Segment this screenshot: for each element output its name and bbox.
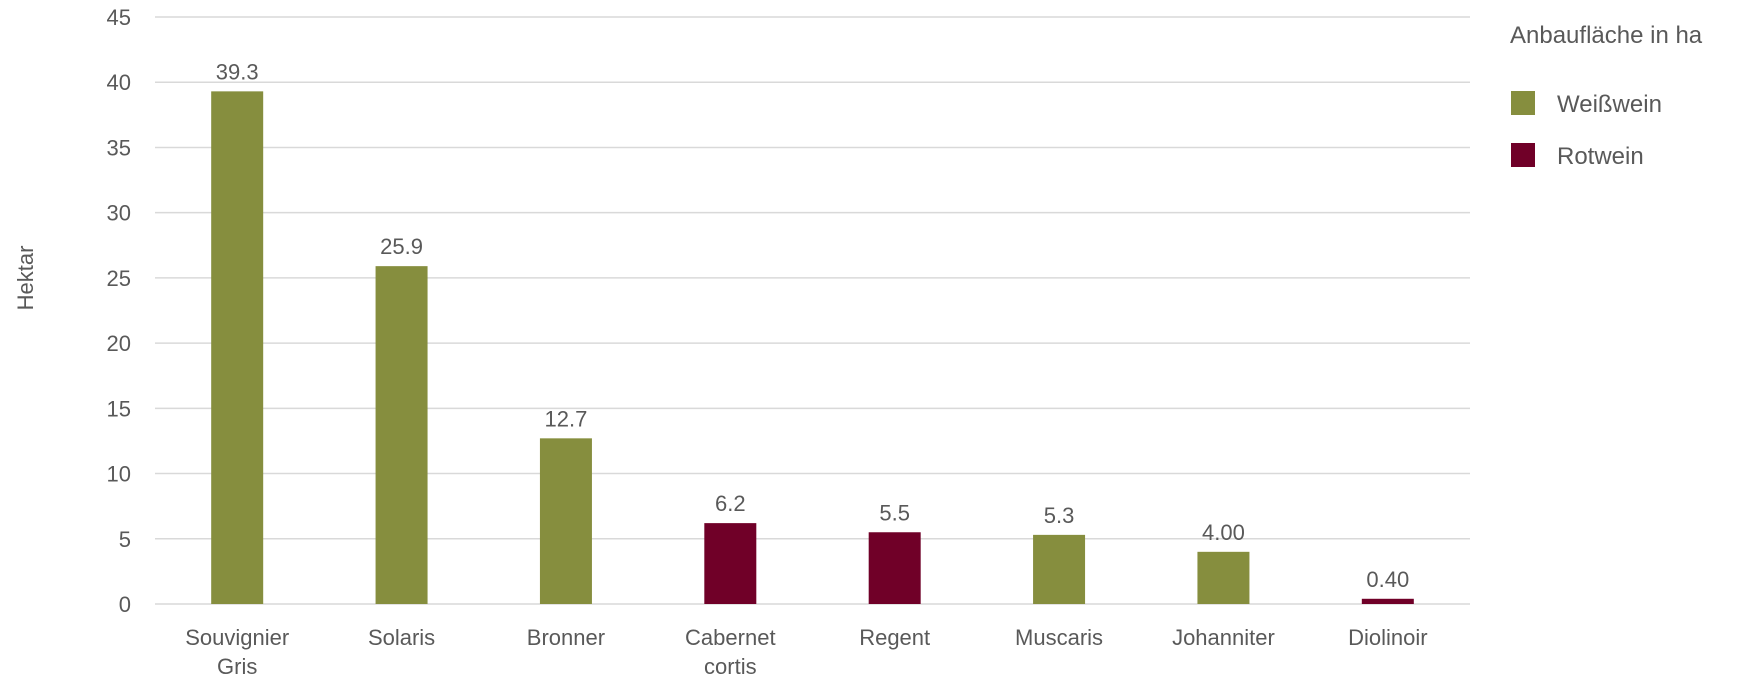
bar: [375, 266, 428, 604]
x-tick-label: Souvignier: [185, 625, 289, 650]
data-label: 5.5: [879, 500, 910, 525]
data-labels: 39.3 25.9 12.7 6.2 5.5 5.3 4.00 0.40: [216, 59, 1409, 591]
data-label: 0.40: [1366, 567, 1409, 592]
bar: [1361, 598, 1414, 604]
legend-entry-label: Weißwein: [1557, 91, 1662, 118]
x-tick-label: Johanniter: [1172, 625, 1275, 650]
y-tick-label: 40: [107, 70, 131, 95]
data-label: 12.7: [545, 406, 588, 431]
legend-swatch: [1511, 143, 1535, 167]
legend: Anbaufläche in ha Weißwein Rotwein: [1510, 22, 1703, 170]
legend-swatch: [1511, 91, 1535, 115]
bar: [539, 438, 592, 604]
x-axis-categories: Souvignier Gris Solaris Bronner Cabernet cort…: [185, 625, 1427, 679]
y-tick-label: 30: [107, 201, 131, 226]
x-tick-label: Diolinoir: [1348, 625, 1427, 650]
data-label: 4.00: [1202, 520, 1245, 545]
bar: [868, 532, 921, 604]
y-tick-label: 0: [119, 592, 131, 617]
y-axis-label: Hektar: [13, 246, 38, 311]
data-label: 5.3: [1044, 503, 1075, 528]
y-tick-label: 5: [119, 527, 131, 552]
y-tick-label: 35: [107, 135, 131, 160]
y-axis-ticks: 0 5 10 15 20 25 30 35 40 45: [107, 5, 131, 617]
bar: [1197, 551, 1250, 604]
bar: [211, 91, 264, 604]
data-label: 39.3: [216, 59, 259, 84]
x-tick-label: Regent: [859, 625, 930, 650]
y-tick-label: 45: [107, 5, 131, 30]
data-label: 6.2: [715, 491, 746, 516]
x-tick-label: Cabernet: [685, 625, 776, 650]
x-tick-label: cortis: [704, 654, 757, 679]
x-tick-label: Solaris: [368, 625, 435, 650]
y-tick-label: 10: [107, 462, 131, 487]
bars: [211, 91, 1414, 604]
bar: [704, 523, 757, 604]
legend-title: Anbaufläche in ha: [1510, 22, 1703, 49]
x-tick-label: Bronner: [527, 625, 605, 650]
x-tick-label: Muscaris: [1015, 625, 1103, 650]
legend-entries: Weißwein Rotwein: [1511, 91, 1662, 170]
bar: [1033, 534, 1086, 604]
gridlines: [155, 16, 1470, 605]
y-tick-label: 25: [107, 266, 131, 291]
legend-entry-label: Rotwein: [1557, 143, 1644, 170]
data-label: 25.9: [380, 234, 423, 259]
x-tick-label: Gris: [217, 654, 257, 679]
y-tick-label: 15: [107, 396, 131, 421]
y-tick-label: 20: [107, 331, 131, 356]
